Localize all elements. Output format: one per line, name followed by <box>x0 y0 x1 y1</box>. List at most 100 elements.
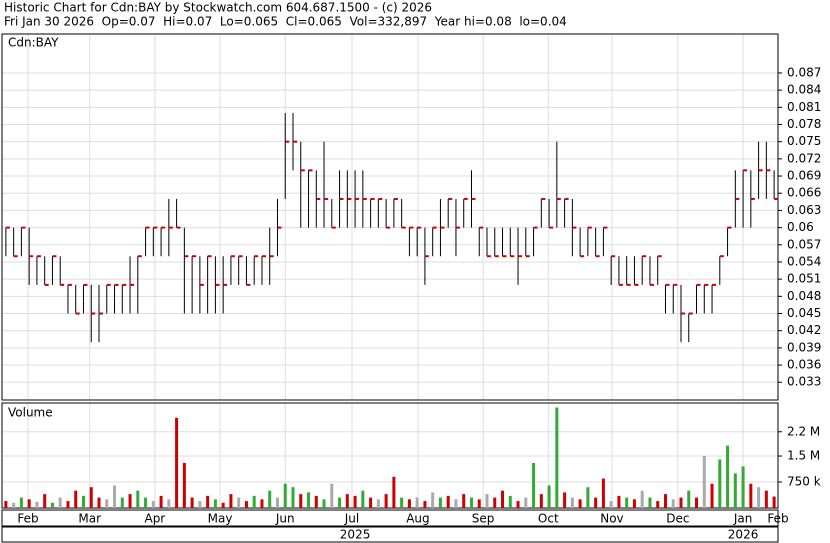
volume-bar <box>35 501 39 508</box>
y-tick-label: 0.033 <box>787 375 821 389</box>
volume-bar <box>144 497 148 508</box>
volume-bar <box>113 485 117 508</box>
volume-bar <box>120 497 124 508</box>
y-tick-label: 0.042 <box>787 323 821 337</box>
volume-bar <box>89 487 93 508</box>
volume-bar <box>415 497 419 508</box>
volume-bar <box>376 499 380 508</box>
volume-bar <box>159 495 163 508</box>
price-frame <box>1 33 779 401</box>
volume-bar <box>260 499 264 508</box>
volume-bar <box>275 497 279 508</box>
y-tick-label: 750 k <box>787 475 821 489</box>
volume-bar <box>469 497 473 508</box>
volume-bar <box>718 459 722 508</box>
volume-bar <box>105 499 109 508</box>
volume-bar <box>446 495 450 508</box>
y-tick-label: 0.045 <box>787 306 821 320</box>
volume-bar <box>244 501 248 508</box>
volume-bar <box>252 495 256 508</box>
volume-bar <box>454 499 458 508</box>
volume-bar <box>136 490 140 508</box>
volume-bar <box>338 497 342 508</box>
volume-bar <box>702 456 706 508</box>
volume-bar <box>58 497 62 508</box>
volume-bar <box>570 497 574 508</box>
volume-bar <box>671 499 675 508</box>
volume-bar <box>757 487 761 508</box>
y-tick-label: 2.2 M <box>787 424 820 438</box>
volume-bar <box>617 495 621 508</box>
volume-frame <box>1 402 779 509</box>
volume-bar <box>175 417 179 508</box>
y-tick-label: 0.087 <box>787 65 821 79</box>
volume-bar <box>283 483 287 508</box>
volume-bar <box>361 490 365 508</box>
y-tick-label: 0.072 <box>787 151 821 165</box>
volume-bar <box>586 487 590 508</box>
volume-bar <box>493 497 497 508</box>
volume-bar <box>369 497 373 508</box>
x-tick-label: Aug <box>406 512 429 526</box>
volume-bar <box>539 494 543 508</box>
volume-bar <box>524 497 528 508</box>
volume-bar <box>741 466 745 508</box>
volume-bar <box>687 490 691 508</box>
x-tick-label: Apr <box>144 512 165 526</box>
volume-bar <box>237 497 241 508</box>
y-tick-label: 0.081 <box>787 100 821 114</box>
volume-bar <box>299 494 303 508</box>
y-tick-label: 0.048 <box>787 289 821 303</box>
volume-bar <box>477 499 481 508</box>
volume-bar <box>27 499 31 508</box>
y-tick-label: 0.063 <box>787 203 821 217</box>
volume-bar <box>307 492 311 508</box>
volume-bar <box>423 501 427 508</box>
year-axis <box>1 526 779 543</box>
x-tick-label: Jul <box>344 512 359 526</box>
volume-bar <box>198 501 202 508</box>
y-tick-label: 0.051 <box>787 272 821 286</box>
volume-bar <box>97 497 101 508</box>
volume-bar <box>772 496 776 508</box>
volume-bar <box>632 499 636 508</box>
volume-bar <box>431 492 435 508</box>
volume-bar <box>516 501 520 508</box>
y-tick-label: 0.084 <box>787 83 821 97</box>
x-tick-label: Mar <box>78 512 101 526</box>
volume-bar <box>345 494 349 508</box>
panel-label: Volume <box>8 406 53 420</box>
volume-bar <box>74 490 78 508</box>
month-axis <box>1 509 779 527</box>
volume-bar <box>578 499 582 508</box>
x-tick-label: Nov <box>600 512 623 526</box>
volume-bar <box>291 487 295 508</box>
volume-bar <box>695 497 699 508</box>
volume-bar <box>640 490 644 508</box>
x-tick-label: Dec <box>666 512 689 526</box>
volume-bar <box>501 490 505 508</box>
volume-bar <box>268 490 272 508</box>
volume-bar <box>462 494 466 508</box>
x-tick-label: May <box>208 512 233 526</box>
y-tick-label: 0.054 <box>787 254 821 268</box>
volume-bar <box>81 495 85 508</box>
volume-bar <box>555 407 559 508</box>
volume-bar <box>12 502 16 508</box>
panel-label: Cdn:BAY <box>8 36 59 50</box>
volume-bar <box>330 483 334 508</box>
volume-bar <box>625 497 629 508</box>
y-tick-label: 0.039 <box>787 340 821 354</box>
volume-bar <box>764 490 768 508</box>
volume-bar <box>648 497 652 508</box>
x-tick-label: Feb <box>767 512 788 526</box>
volume-bar <box>167 499 171 508</box>
y-tick-label: 0.075 <box>787 134 821 148</box>
volume-bar <box>151 501 155 508</box>
y-tick-label: 0.069 <box>787 169 821 183</box>
volume-bar <box>532 462 536 508</box>
y-tick-label: 0.06 <box>787 220 814 234</box>
x-tick-label: Sep <box>472 512 495 526</box>
